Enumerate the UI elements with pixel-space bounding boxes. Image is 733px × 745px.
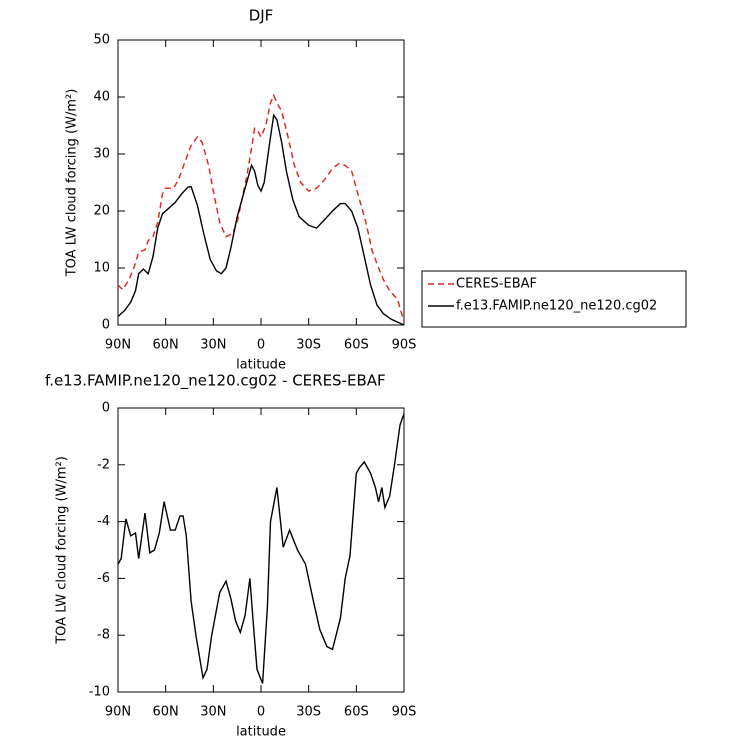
chart-title: f.e13.FAMIP.ne120_ne120.cg02 - CERES-EBA… [45, 372, 386, 391]
x-tick-label: 60S [344, 705, 369, 720]
plot-frame [117, 407, 405, 693]
x-tick-label: 0 [257, 705, 265, 720]
y-tick-label: 50 [93, 33, 110, 48]
x-tick-label: 60N [153, 705, 179, 720]
x-tick-label: 90S [392, 338, 417, 353]
x-tick-label: 30N [200, 705, 226, 720]
x-tick-label: 0 [257, 338, 265, 353]
y-tick-label: 0 [102, 318, 110, 333]
y-tick-label: 30 [93, 147, 110, 162]
y-axis-label: TOA LW cloud forcing (W/m²) [55, 456, 70, 645]
y-tick-label: -4 [97, 514, 110, 529]
x-tick-label: 90S [392, 705, 417, 720]
x-tick-label: 30S [296, 338, 321, 353]
chart-title: DJF [249, 7, 274, 25]
y-tick-label: -6 [97, 571, 110, 586]
y-tick-label: -8 [97, 628, 110, 643]
legend-label: CERES-EBAF [456, 277, 537, 292]
y-tick-label: 40 [93, 90, 110, 105]
x-tick-label: 90N [105, 705, 131, 720]
x-axis-label: latitude [236, 358, 286, 373]
y-tick-label: 20 [93, 204, 110, 219]
x-tick-label: 90N [105, 338, 131, 353]
x-tick-label: 60S [344, 338, 369, 353]
data-line [117, 93, 405, 323]
y-tick-label: -2 [97, 457, 110, 472]
x-axis-label: latitude [236, 725, 286, 740]
y-tick-label: 10 [93, 261, 110, 276]
y-axis-label: TOA LW cloud forcing (W/m²) [65, 89, 80, 278]
legend-label: f.e13.FAMIP.ne120_ne120.cg02 [456, 299, 657, 314]
plot-frame [117, 39, 405, 326]
data-line [117, 113, 405, 326]
data-line [117, 413, 405, 684]
x-tick-label: 30N [200, 338, 226, 353]
y-tick-label: 0 [102, 401, 110, 416]
x-tick-label: 30S [296, 705, 321, 720]
legend-box [421, 270, 687, 328]
y-tick-label: -10 [89, 685, 110, 700]
x-tick-label: 60N [153, 338, 179, 353]
